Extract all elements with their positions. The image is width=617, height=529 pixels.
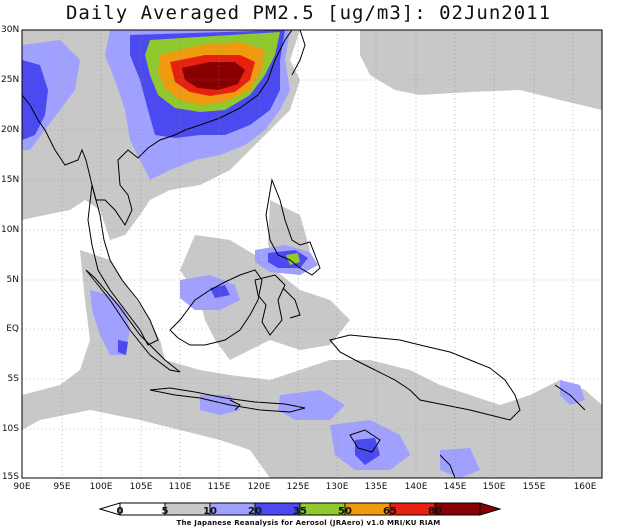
map-title: Daily Averaged PM2.5 [ug/m3]: 02Jun2011 [65, 2, 552, 24]
lon-label-150e: 150E [482, 482, 506, 492]
lon-label-95e: 95E [53, 482, 71, 492]
lon-label-140e: 140E [404, 482, 428, 492]
map-frame [21, 29, 603, 479]
lat-label-20n: 20N [1, 125, 20, 135]
lat-label-10s: 10S [1, 424, 19, 434]
lon-label-160e: 160E [573, 482, 597, 492]
colorbar-label-35: 35 [293, 506, 307, 517]
lat-label-5s: 5S [7, 374, 19, 384]
lat-label-10n: 10N [1, 225, 20, 235]
colorbar-label-50: 50 [338, 506, 352, 517]
coastlines [22, 30, 586, 478]
lat-label-15n: 15N [1, 175, 20, 185]
colorbar-label-5: 5 [161, 506, 169, 517]
lon-label-120e: 120E [247, 482, 271, 492]
lon-label-105e: 105E [129, 482, 153, 492]
lon-label-110e: 110E [168, 482, 192, 492]
lon-label-115e: 115E [207, 482, 231, 492]
lon-label-90e: 90E [13, 482, 31, 492]
pm25-field [22, 30, 602, 478]
lon-label-145e: 145E [443, 482, 467, 492]
colorbar-label-65: 65 [383, 506, 397, 517]
gridlines [22, 30, 602, 478]
lat-label-eq: EQ [6, 324, 19, 334]
lat-label-15s: 15S [1, 472, 19, 482]
colorbar [98, 502, 502, 516]
lon-label-125e: 125E [286, 482, 310, 492]
lon-label-155e: 155E [522, 482, 546, 492]
colorbar-label-0: 0 [116, 506, 124, 517]
lat-label-30n: 30N [1, 25, 20, 35]
credit-line: The Japanese Reanalysis for Aerosol (JRA… [176, 519, 441, 527]
colorbar-label-80: 80 [428, 506, 442, 517]
colorbar-label-20: 20 [248, 506, 262, 517]
colorbar-label-10: 10 [203, 506, 217, 517]
lon-label-130e: 130E [325, 482, 349, 492]
lat-label-25n: 25N [1, 75, 20, 85]
lon-label-135e: 135E [364, 482, 388, 492]
lon-label-100e: 100E [89, 482, 113, 492]
lat-label-5n: 5N [6, 275, 19, 285]
